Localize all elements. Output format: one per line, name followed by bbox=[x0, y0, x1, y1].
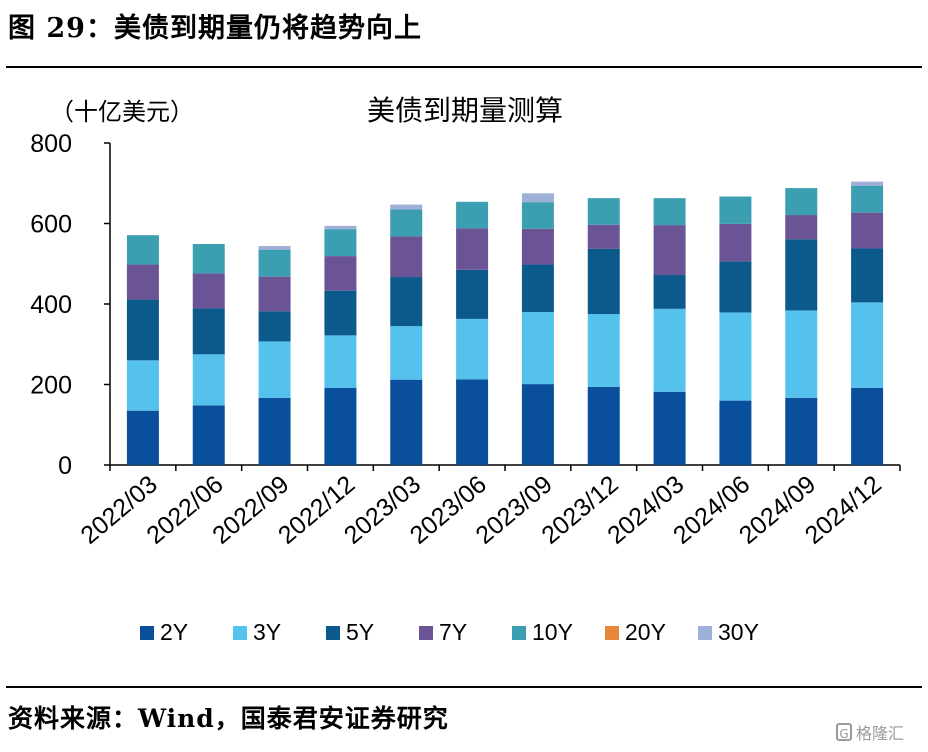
watermark: G 格隆汇 bbox=[836, 720, 904, 744]
bar-segment-2y bbox=[851, 387, 884, 465]
source-note: 资料来源：Wind，国泰君安证券研究 bbox=[8, 704, 449, 733]
bar-segment-10y bbox=[258, 249, 291, 277]
bar-segment-7y bbox=[521, 228, 554, 265]
bar-segment-2y bbox=[192, 405, 225, 465]
legend-label-3y: 3Y bbox=[253, 619, 281, 645]
bar-segment-10y bbox=[719, 196, 752, 224]
bar-segment-5y bbox=[719, 261, 752, 313]
bar-segment-3y bbox=[521, 312, 554, 385]
bar-segment-30y bbox=[521, 193, 554, 203]
bar-segment-30y bbox=[324, 225, 357, 230]
legend-label-10y: 10Y bbox=[532, 619, 573, 645]
bar-segment-10y bbox=[851, 185, 884, 213]
x-tick-labels: 2022/032022/062022/092022/122023/032023/… bbox=[76, 470, 887, 550]
stacked-bar-chart: （十亿美元） 美债到期量测算 0 200 400 600 800 2022/032022… bbox=[30, 94, 901, 645]
bar-segment-10y bbox=[456, 201, 489, 229]
bar-segment-10y bbox=[653, 198, 686, 226]
bar-segment-7y bbox=[785, 215, 818, 240]
bars bbox=[126, 181, 884, 465]
bar-segment-7y bbox=[587, 224, 620, 249]
bar-segment-2y bbox=[719, 400, 752, 465]
watermark-logo-icon: G bbox=[836, 723, 852, 741]
bar-segment-5y bbox=[521, 264, 554, 313]
bar-segment-5y bbox=[126, 299, 159, 361]
legend-swatch-30y bbox=[698, 626, 712, 640]
legend-swatch-20y bbox=[605, 626, 619, 640]
y-tick-label: 600 bbox=[30, 211, 72, 239]
bar-segment-7y bbox=[258, 276, 291, 312]
bar-segment-3y bbox=[851, 302, 884, 388]
bar-segment-3y bbox=[324, 335, 357, 388]
legend-label-2y: 2Y bbox=[160, 619, 188, 645]
bar-segment-10y bbox=[126, 235, 159, 265]
legend-label-5y: 5Y bbox=[346, 619, 374, 645]
bar-segment-10y bbox=[521, 202, 554, 229]
bar-segment-10y bbox=[785, 188, 818, 216]
bar-segment-2y bbox=[126, 410, 159, 465]
bar-segment-7y bbox=[851, 212, 884, 249]
y-tick-label: 0 bbox=[58, 452, 72, 480]
bar-segment-2y bbox=[390, 379, 423, 465]
y-tick-label: 800 bbox=[30, 130, 72, 158]
bar-segment-2y bbox=[258, 397, 291, 465]
bar-segment-5y bbox=[851, 248, 884, 303]
bar-segment-5y bbox=[390, 277, 423, 327]
bar-segment-7y bbox=[324, 256, 357, 291]
bar-segment-7y bbox=[719, 223, 752, 262]
bar-segment-5y bbox=[785, 239, 818, 311]
y-tick-label: 200 bbox=[30, 372, 72, 400]
bar-segment-3y bbox=[126, 360, 159, 411]
axes: 0 200 400 600 800 bbox=[30, 130, 901, 480]
bar-segment-5y bbox=[258, 311, 291, 342]
bar-segment-10y bbox=[192, 244, 225, 274]
bar-segment-5y bbox=[587, 248, 620, 315]
bar-segment-3y bbox=[390, 326, 423, 380]
bar-segment-5y bbox=[192, 308, 225, 355]
bar-segment-30y bbox=[390, 204, 423, 210]
bar-segment-5y bbox=[324, 290, 357, 336]
bar-segment-5y bbox=[653, 275, 686, 309]
legend-swatch-2y bbox=[140, 626, 154, 640]
bar-segment-2y bbox=[653, 391, 686, 465]
bar-segment-3y bbox=[785, 310, 818, 398]
legend-label-20y: 20Y bbox=[625, 619, 666, 645]
bar-segment-10y bbox=[324, 229, 357, 257]
bar-segment-7y bbox=[390, 236, 423, 278]
bar-segment-2y bbox=[456, 379, 489, 465]
bar-segment-5y bbox=[456, 269, 489, 319]
bottom-rule bbox=[6, 686, 922, 688]
bar-segment-3y bbox=[456, 318, 489, 380]
bar-segment-3y bbox=[719, 312, 752, 401]
bar-segment-7y bbox=[126, 264, 159, 300]
bar-segment-30y bbox=[258, 246, 291, 250]
legend-swatch-3y bbox=[233, 626, 247, 640]
figure-title: 图 29：美债到期量仍将趋势向上 bbox=[8, 13, 422, 44]
bar-segment-7y bbox=[653, 225, 686, 276]
legend-swatch-5y bbox=[326, 626, 340, 640]
bar-segment-2y bbox=[324, 387, 357, 465]
bar-segment-2y bbox=[521, 384, 554, 465]
legend: 2Y 3Y 5Y 7Y 10Y 20Y 30Y bbox=[140, 619, 759, 645]
bar-segment-2y bbox=[587, 386, 620, 465]
bar-segment-3y bbox=[258, 341, 291, 398]
legend-label-7y: 7Y bbox=[439, 619, 467, 645]
legend-swatch-7y bbox=[419, 626, 433, 640]
legend-swatch-10y bbox=[512, 626, 526, 640]
watermark-text: 格隆汇 bbox=[856, 724, 905, 743]
unit-label: （十亿美元） bbox=[50, 98, 194, 126]
bar-segment-7y bbox=[192, 273, 225, 309]
chart-title: 美债到期量测算 bbox=[367, 94, 563, 127]
y-tick-label: 400 bbox=[30, 291, 72, 319]
bar-segment-3y bbox=[587, 314, 620, 387]
bar-segment-30y bbox=[851, 181, 884, 186]
bar-segment-7y bbox=[456, 228, 489, 270]
bar-segment-3y bbox=[192, 354, 225, 406]
legend-label-30y: 30Y bbox=[718, 619, 759, 645]
bar-segment-10y bbox=[587, 198, 620, 225]
top-rule bbox=[6, 66, 922, 68]
bar-segment-3y bbox=[653, 308, 686, 392]
bar-segment-10y bbox=[390, 209, 423, 237]
bar-segment-2y bbox=[785, 397, 818, 465]
